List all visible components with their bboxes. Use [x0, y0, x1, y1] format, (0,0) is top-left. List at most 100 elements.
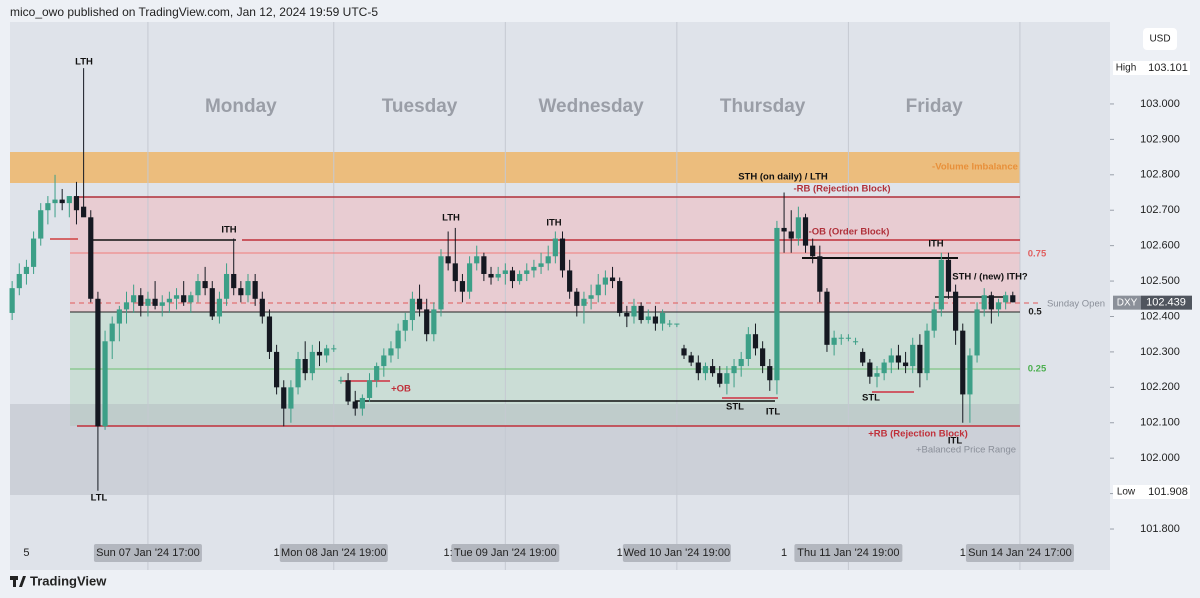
- annotation: ITH: [221, 225, 236, 236]
- candle-body: [281, 387, 287, 409]
- candle-body: [910, 344, 916, 367]
- candle-body: [924, 330, 930, 374]
- candle-body: [688, 355, 694, 363]
- y-tick-label: 102.200: [1140, 381, 1180, 393]
- annotation: STL: [726, 402, 744, 413]
- candle-body: [466, 263, 473, 292]
- candle-body: [45, 203, 51, 211]
- candle-body: [252, 281, 258, 299]
- candle-body: [502, 270, 508, 274]
- candle-body: [574, 291, 580, 306]
- candle-body: [102, 341, 108, 427]
- candle-body: [352, 401, 358, 409]
- candle-body: [802, 217, 809, 246]
- y-tick-label: 102.500: [1140, 275, 1180, 287]
- annotation: -Volume Imbalance: [932, 162, 1018, 173]
- candle-body: [917, 344, 923, 374]
- candle-body: [559, 238, 566, 271]
- candle-body: [474, 256, 480, 264]
- candle-body: [359, 397, 365, 409]
- candle-body: [66, 196, 72, 204]
- candle-body: [831, 337, 837, 345]
- candle-body: [567, 270, 573, 292]
- candle-body: [874, 373, 880, 377]
- candle-body: [159, 302, 165, 306]
- candle-body: [38, 210, 44, 239]
- candle-body: [695, 362, 701, 374]
- x-tick-label: Wed 10 Jan '24 19:00: [624, 547, 730, 559]
- candle-body: [116, 309, 122, 324]
- symbol: DXY: [1117, 297, 1138, 308]
- candle-body: [981, 295, 987, 310]
- candle-body: [788, 231, 794, 239]
- x-tick-box: [451, 544, 560, 562]
- annotation: STH (on daily) / LTH: [738, 172, 828, 183]
- candle-body: [895, 355, 902, 363]
- x-tick-label: 1: [781, 547, 787, 559]
- candle-body: [395, 330, 401, 349]
- candle-body: [1010, 295, 1016, 303]
- candle-body: [238, 288, 244, 296]
- candle-body: [495, 273, 501, 278]
- x-tick-label: 1: [960, 547, 966, 559]
- candle-body: [381, 355, 387, 367]
- candle-body: [852, 341, 859, 343]
- last-price-tag: [1141, 295, 1192, 310]
- candle-body: [288, 387, 294, 409]
- candles: [9, 68, 1016, 491]
- balanced-range-zone: [10, 404, 1020, 495]
- candle-body: [388, 348, 394, 356]
- candle-body: [123, 302, 130, 310]
- candle-body: [552, 238, 558, 257]
- logo-shape: [13, 576, 16, 587]
- labels: Monday Tuesday Wednesday Thursday Friday LTH L…: [75, 57, 1105, 504]
- candle-body: [974, 309, 980, 356]
- candle-body: [902, 362, 909, 367]
- annotation: +RB (Rejection Block): [868, 429, 968, 440]
- candle-body: [609, 277, 616, 282]
- candle-body: [73, 196, 80, 211]
- candle-body: [602, 277, 608, 285]
- annotation: LTL: [91, 493, 108, 504]
- annotation: -OB (Order Block): [809, 227, 890, 238]
- high-price: 103.101: [1148, 62, 1188, 74]
- candle-body: [166, 298, 172, 303]
- currency-button[interactable]: [1143, 28, 1177, 50]
- candle-body: [1003, 295, 1009, 303]
- x-tick-box: [93, 544, 202, 562]
- candle-body: [524, 270, 530, 274]
- candle-body: [438, 256, 444, 310]
- currency[interactable]: USD: [1149, 34, 1170, 45]
- x-tick-label: Tue 09 Jan '24 19:00: [454, 547, 557, 559]
- annotation: ITH: [928, 239, 943, 250]
- logo: TradingView: [10, 573, 107, 588]
- candle-body: [960, 330, 966, 395]
- candle-body: [545, 256, 551, 264]
- candle-body: [953, 291, 959, 331]
- annotation: ITL: [948, 436, 962, 447]
- x-tick-label: 5: [23, 547, 29, 559]
- candle-body: [767, 366, 773, 381]
- annotation: Sunday Open: [1047, 299, 1105, 310]
- candle-body: [888, 355, 894, 363]
- candle-body: [209, 288, 215, 317]
- candle-body: [152, 298, 158, 306]
- candle-body: [652, 316, 659, 324]
- low-price: 101.908: [1148, 486, 1188, 498]
- candle-body: [731, 366, 737, 374]
- levels: [50, 196, 1040, 427]
- axes: Sun 07 Jan '24 17:00 Mon 08 Jan '24 19:00…: [23, 61, 1192, 562]
- high-tag: [1113, 61, 1190, 75]
- candle-body: [274, 351, 280, 388]
- candle-body: [52, 199, 58, 204]
- low-tag: [1113, 485, 1190, 499]
- annotation: 0.25: [1028, 364, 1047, 375]
- candle-body: [109, 323, 115, 342]
- candle-body: [9, 288, 15, 313]
- candle-body: [231, 273, 237, 289]
- x-tick-label: Sun 14 Jan '24 17:00: [968, 547, 1072, 559]
- candle-body: [81, 206, 87, 218]
- candle-body: [588, 295, 594, 299]
- candle-body: [538, 263, 544, 267]
- day-label: Tuesday: [382, 96, 458, 117]
